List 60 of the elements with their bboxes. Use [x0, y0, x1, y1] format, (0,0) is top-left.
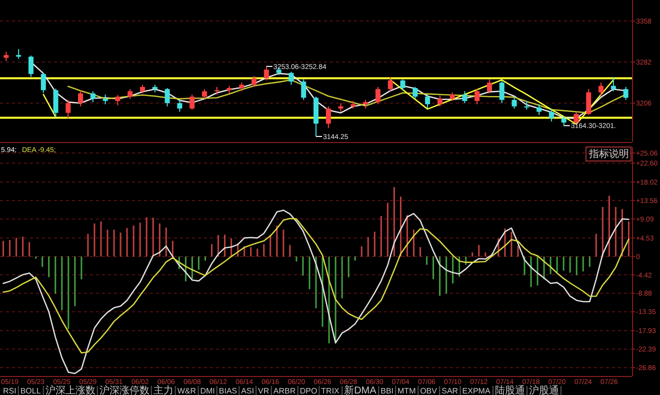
- candlestick: [486, 78, 492, 94]
- text: 陆股通: [494, 384, 525, 395]
- candlestick: [177, 99, 182, 112]
- candlestick: [375, 86, 380, 105]
- line-series: [2, 218, 630, 354]
- candlestick: [499, 80, 504, 104]
- candlestick: [53, 88, 58, 118]
- candlestick: [326, 106, 331, 128]
- text: VR: [258, 386, 270, 395]
- candlestick: [548, 108, 554, 122]
- text: BBI: [380, 386, 394, 395]
- candlestick: [16, 48, 22, 60]
- text: 沪股通: [528, 384, 559, 395]
- text: SAR: [442, 386, 458, 395]
- candlestick: [425, 94, 430, 110]
- candlestick: [66, 99, 71, 119]
- candlestick: [102, 94, 108, 105]
- text: ARBR: [273, 386, 296, 395]
- text: DMI: [200, 386, 215, 395]
- candlestick: [598, 82, 604, 96]
- candlestick: [28, 55, 34, 78]
- line-series: [2, 210, 630, 374]
- text: 主力: [153, 384, 174, 395]
- text: MTM: [398, 386, 416, 395]
- text: 沪深上涨数: [45, 384, 96, 395]
- candlestick: [128, 88, 133, 100]
- text: ASI: [241, 386, 254, 395]
- text: W&R: [177, 386, 196, 395]
- candlestick: [623, 86, 628, 100]
- candlestick: [164, 88, 170, 107]
- text: BIAS: [218, 386, 238, 395]
- candlestick: [190, 94, 195, 110]
- candlestick: [288, 71, 294, 86]
- candlestick: [412, 86, 418, 100]
- candlestick: [301, 78, 306, 100]
- candlestick: [536, 104, 542, 116]
- candlestick: [610, 76, 616, 92]
- candlestick: [474, 88, 480, 105]
- candlestick: [115, 94, 120, 106]
- annotation: 指标说明: [588, 148, 629, 160]
- text: 沪深涨停数: [99, 384, 150, 395]
- text: 新DMA: [344, 384, 377, 395]
- candlestick: [202, 88, 207, 100]
- candlestick: [78, 90, 84, 107]
- candlestick: [252, 76, 257, 88]
- text: EXPMA: [462, 386, 491, 395]
- text: DPO: [300, 386, 318, 395]
- candlestick: [400, 78, 406, 91]
- candlestick: [40, 72, 46, 94]
- text: OBV: [420, 386, 438, 395]
- candlestick: [462, 90, 468, 104]
- candlestick: [437, 95, 442, 107]
- candlestick: [512, 96, 517, 110]
- text: TRIX: [321, 386, 340, 395]
- candlestick: [388, 76, 393, 92]
- candlestick: [586, 88, 592, 116]
- text: RSI: [3, 386, 16, 395]
- candlestick: [4, 51, 9, 62]
- text: BOLL: [20, 386, 42, 395]
- candlestick: [90, 90, 96, 103]
